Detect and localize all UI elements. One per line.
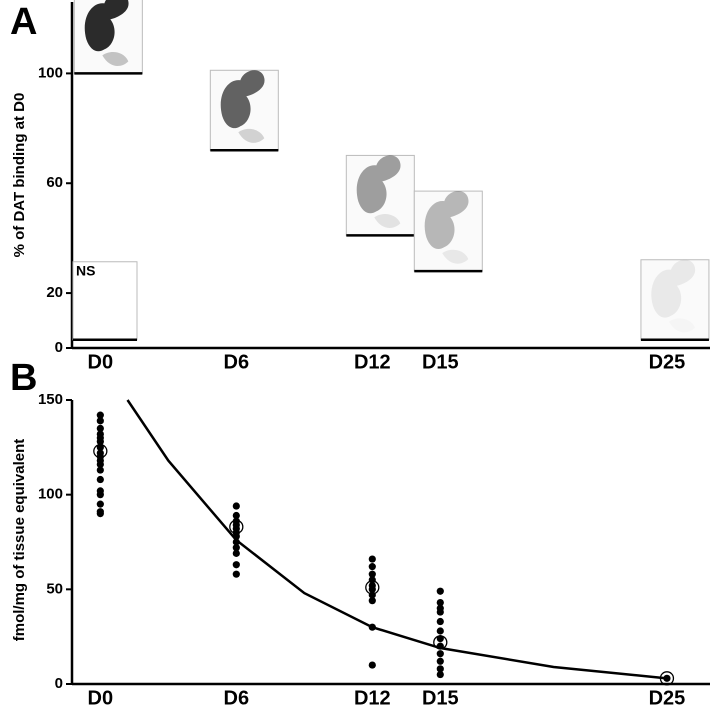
- x-tick-label: D12: [354, 687, 391, 709]
- autoradiogram-blot: [238, 128, 265, 143]
- y-axis-label: fmol/mg of tissue equivalent: [11, 439, 28, 642]
- data-point: [96, 438, 104, 446]
- panel-label: B: [10, 357, 37, 399]
- thumbnail-frame: [640, 259, 710, 341]
- data-point: [96, 466, 104, 474]
- data-point: [368, 570, 376, 578]
- data-point: [232, 502, 240, 510]
- data-point: [436, 617, 444, 626]
- data-point: [232, 544, 240, 552]
- y-tick-label: 50: [46, 580, 63, 597]
- data-point: [368, 555, 376, 563]
- mean-marker: [433, 635, 448, 650]
- y-tick-label: 0: [55, 339, 63, 356]
- x-tick-label: D0: [88, 351, 114, 373]
- data-point: [436, 657, 444, 665]
- x-tick-label: D15: [422, 687, 459, 709]
- autoradiogram: [640, 259, 710, 341]
- data-point: [232, 538, 240, 546]
- y-axis-label: % of DAT binding at D0: [11, 93, 28, 258]
- autoradiogram-blot: [651, 259, 696, 318]
- data-point: [96, 424, 104, 432]
- y-tick-label: 100: [38, 64, 63, 81]
- y-tick-label: 20: [46, 284, 63, 301]
- x-tick-label: D6: [224, 351, 250, 373]
- data-point: [96, 417, 104, 425]
- data-point: [436, 627, 444, 635]
- ns-frame: [72, 261, 138, 341]
- autoradiogram: [209, 69, 279, 151]
- data-point: [368, 661, 376, 669]
- x-tick-label: D0: [88, 687, 114, 709]
- x-tick-label: D25: [649, 687, 686, 709]
- data-point: [232, 532, 240, 540]
- panel-label: A: [10, 1, 37, 43]
- thumbnail-frame: [413, 190, 483, 272]
- mean-marker: [659, 671, 675, 686]
- autoradiogram-blot: [374, 214, 401, 228]
- data-point: [96, 500, 104, 508]
- x-tick-label: D6: [224, 687, 250, 709]
- mean-marker: [93, 443, 108, 459]
- data-point: [232, 561, 240, 569]
- data-point: [232, 570, 240, 578]
- autoradiogram-blot: [356, 155, 401, 214]
- data-point: [96, 460, 104, 468]
- data-point: [436, 670, 444, 679]
- y-tick-label: 100: [38, 486, 63, 503]
- data-point: [96, 491, 104, 499]
- y-tick-label: 0: [55, 675, 63, 692]
- y-tick-label: 60: [46, 174, 63, 191]
- autoradiogram-blot: [84, 0, 129, 52]
- mean-marker: [365, 580, 380, 595]
- autoradiogram: [345, 154, 415, 236]
- data-point: [96, 509, 104, 518]
- x-tick-label: D25: [649, 351, 686, 373]
- autoradiogram-blot: [424, 191, 469, 249]
- x-tick-label: D15: [422, 351, 459, 373]
- data-point: [368, 597, 376, 605]
- fit-curve: [126, 399, 668, 680]
- autoradiogram-blot: [442, 249, 469, 264]
- data-point: [436, 587, 444, 595]
- data-point: [436, 608, 444, 616]
- data-point: [436, 650, 444, 658]
- data-point: [232, 511, 240, 520]
- data-point: [96, 475, 104, 484]
- data-point: [368, 563, 376, 571]
- autoradiogram: [73, 0, 143, 74]
- data-point: [663, 674, 671, 682]
- data-point: [368, 585, 376, 593]
- ns-label: NS: [76, 262, 95, 278]
- data-point: [96, 411, 104, 419]
- autoradiogram: [413, 190, 483, 272]
- autoradiogram-blot: [102, 52, 129, 66]
- x-tick-label: D12: [354, 351, 391, 373]
- mean-marker: [229, 519, 244, 535]
- data-point: [436, 598, 444, 607]
- data-point: [436, 665, 444, 673]
- thumbnail-frame: [345, 154, 415, 236]
- data-point: [232, 549, 240, 557]
- y-tick-label: 150: [38, 391, 63, 408]
- data-point: [368, 623, 376, 631]
- autoradiogram-blot: [220, 70, 265, 129]
